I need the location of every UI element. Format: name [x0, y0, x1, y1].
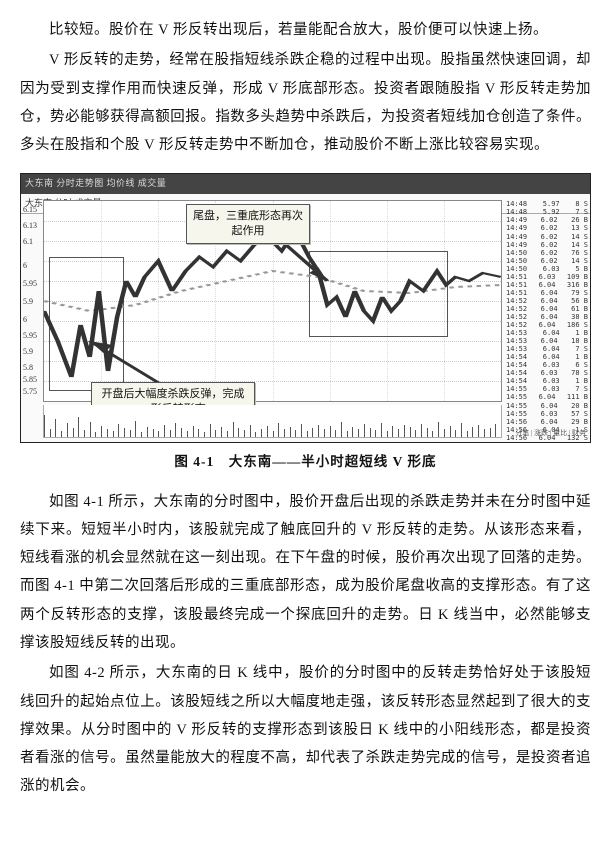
- intro-para: V 形反转的走势，经常在股指短线杀跌企稳的过程中出现。股指虽然快速回调，却因为受…: [20, 46, 591, 159]
- y-axis-label: 6.1: [23, 235, 33, 251]
- tick-row: 14:556.0420 B: [506, 402, 588, 410]
- body-para-1: 如图 4-1 所示，大东南的分时图中，股价开盘后出现的杀跌走势并未在分时图中延续…: [20, 488, 591, 658]
- tick-row: 14:485.978 S: [506, 200, 588, 208]
- tick-row: 14:516.0479 S: [506, 289, 588, 297]
- tick-row: 14:536.047 S: [506, 345, 588, 353]
- tick-row: 14:506.0214 S: [506, 257, 588, 265]
- tick-row: 14:556.0357 S: [506, 410, 588, 418]
- tick-row: 14:546.036 S: [506, 361, 588, 369]
- tick-row: 14:506.0276 S: [506, 249, 588, 257]
- tick-row: 14:536.041 B: [506, 329, 588, 337]
- annotation-top: 尾盘，三重底形态再次起作用: [186, 204, 310, 244]
- tick-row: 14:566.0429 B: [506, 418, 588, 426]
- tick-row: 14:516.03109 B: [506, 273, 588, 281]
- tick-row: 14:546.031 B: [506, 377, 588, 385]
- tick-row: 14:546.0378 S: [506, 369, 588, 377]
- body-para-2: 如图 4-2 所示，大东南的日 K 线中，股价的分时图中的反转走势恰好处于该股短…: [20, 659, 591, 800]
- tick-row: 14:526.0456 B: [506, 297, 588, 305]
- intro-line: 比较短。股价在 V 形反转出现后，若量能配合放大，股价便可以快速上扬。: [20, 16, 591, 44]
- tick-row: 14:526.0461 B: [506, 305, 588, 313]
- chart-figure: 大东南 分时走势图 均价线 成交量 大东南 分时 成交量 6.156.136.1…: [20, 173, 591, 475]
- footer-legend: 分笔 | 涨跌 | 量比 | 财务: [515, 427, 586, 441]
- y-axis-label: 5.9: [23, 295, 33, 311]
- tick-row: 14:496.0226 B: [506, 216, 588, 224]
- tick-row: 14:506.035 B: [506, 265, 588, 273]
- tick-data-column: 14:485.978 S14:485.927 S14:496.0226 B14:…: [506, 200, 588, 443]
- tick-row: 14:496.0214 S: [506, 233, 588, 241]
- tick-row: 14:556.037 S: [506, 385, 588, 393]
- tick-row: 14:556.04111 B: [506, 393, 588, 401]
- volume-area: [43, 405, 502, 438]
- tick-row: 14:526.0438 B: [506, 313, 588, 321]
- figure-caption: 图 4-1 大东南——半小时超短线 V 形底: [20, 449, 591, 475]
- tick-row: 14:496.0214 S: [506, 241, 588, 249]
- y-axis-label: 6.15: [23, 203, 37, 219]
- y-axis-label: 6: [23, 259, 27, 275]
- y-axis-label: 5.9: [23, 345, 33, 361]
- chart-title-bar: 大东南 分时走势图 均价线 成交量: [21, 174, 590, 194]
- y-axis-label: 5.75: [23, 385, 37, 401]
- y-axis-label: 5.95: [23, 329, 37, 345]
- tick-row: 14:526.04186 S: [506, 321, 588, 329]
- y-axis-label: 6: [23, 313, 27, 329]
- tick-row: 14:496.0213 S: [506, 224, 588, 232]
- tick-row: 14:485.927 S: [506, 208, 588, 216]
- tick-row: 14:546.041 B: [506, 353, 588, 361]
- y-axis-label: 5.95: [23, 277, 37, 293]
- tick-row: 14:536.0418 B: [506, 337, 588, 345]
- chart-frame: 大东南 分时走势图 均价线 成交量 大东南 分时 成交量 6.156.136.1…: [20, 173, 591, 443]
- tick-row: 14:516.04316 B: [506, 281, 588, 289]
- tick-row: 14:566.0413 S: [506, 442, 588, 444]
- y-axis-label: 6.13: [23, 219, 37, 235]
